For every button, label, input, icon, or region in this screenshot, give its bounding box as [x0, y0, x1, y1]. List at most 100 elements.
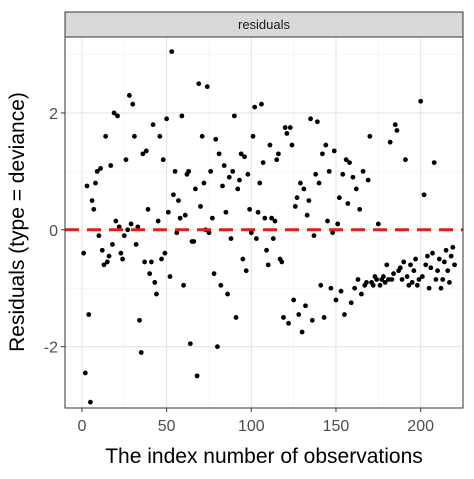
x-tick-label: 150: [323, 418, 350, 435]
data-point: [123, 157, 129, 163]
data-point: [364, 279, 369, 285]
data-point: [335, 221, 341, 227]
data-point: [182, 212, 188, 218]
data-point: [430, 250, 435, 256]
data-point: [220, 183, 225, 189]
data-point: [357, 206, 363, 212]
data-point: [272, 218, 278, 224]
data-point: [157, 133, 163, 139]
x-tick-label: 0: [77, 418, 86, 435]
data-point: [313, 171, 319, 177]
data-point: [298, 180, 303, 186]
facet-strip-label: residuals: [238, 17, 291, 32]
data-point: [159, 256, 164, 262]
data-point: [309, 317, 315, 323]
data-point: [110, 242, 115, 247]
data-point: [128, 221, 134, 227]
data-point: [406, 282, 412, 288]
data-point: [255, 209, 261, 215]
data-point: [248, 230, 254, 236]
data-point: [174, 230, 180, 236]
data-point: [416, 277, 422, 282]
data-point: [269, 215, 275, 221]
data-point: [365, 177, 371, 183]
data-point: [347, 160, 352, 166]
data-point: [225, 291, 230, 297]
data-point: [238, 151, 244, 157]
data-point: [84, 183, 90, 189]
data-point: [81, 250, 87, 256]
data-point: [431, 160, 437, 166]
data-point: [111, 110, 117, 116]
data-point: [169, 49, 175, 55]
x-axis-title: The index number of observations: [105, 445, 423, 468]
data-point: [355, 277, 361, 282]
data-point: [294, 195, 300, 201]
data-point: [106, 253, 112, 259]
data-point: [409, 279, 415, 285]
data-point: [299, 329, 305, 335]
data-point: [221, 163, 227, 168]
data-point: [120, 256, 125, 262]
data-point: [286, 320, 291, 326]
x-axis: 0 50 100 150 200: [77, 408, 434, 435]
data-point: [170, 192, 176, 198]
data-point: [338, 288, 344, 294]
data-point: [265, 262, 271, 268]
data-point: [230, 168, 236, 174]
data-point: [419, 274, 425, 279]
data-point: [436, 256, 442, 262]
data-point: [421, 192, 427, 198]
data-point: [164, 116, 170, 122]
data-point: [311, 233, 317, 239]
data-point: [308, 116, 313, 122]
data-point: [426, 285, 432, 291]
data-point: [348, 300, 354, 306]
data-point: [414, 282, 420, 288]
data-point: [245, 171, 251, 177]
data-point: [403, 157, 408, 163]
data-point: [428, 265, 434, 271]
data-point: [267, 142, 273, 148]
data-point: [98, 166, 103, 171]
data-point: [223, 209, 229, 215]
data-point: [408, 262, 413, 268]
data-point: [242, 154, 247, 160]
data-point: [382, 279, 388, 285]
data-point: [176, 198, 181, 203]
data-point: [392, 122, 398, 128]
data-point: [115, 113, 120, 119]
data-point: [433, 277, 439, 282]
data-point: [377, 282, 383, 288]
data-point: [216, 151, 222, 157]
data-point: [340, 171, 346, 177]
x-tick-label: 100: [238, 418, 265, 435]
data-point: [86, 312, 92, 317]
data-point: [320, 151, 325, 157]
data-point: [209, 215, 215, 221]
data-point: [411, 268, 417, 274]
data-point: [191, 239, 197, 244]
data-point: [435, 268, 440, 274]
data-point: [99, 247, 105, 253]
data-point: [208, 168, 214, 174]
plot-panel: [65, 37, 463, 408]
data-point: [440, 277, 446, 282]
facet-strip: [64, 11, 464, 38]
data-point: [165, 209, 171, 215]
data-point: [218, 282, 224, 288]
data-point: [162, 250, 168, 256]
data-point: [143, 148, 149, 154]
data-point: [104, 259, 110, 265]
data-point: [204, 84, 210, 90]
data-point: [445, 268, 451, 274]
data-point: [384, 262, 390, 268]
data-point: [96, 233, 102, 239]
data-point: [167, 274, 173, 279]
data-point: [233, 315, 239, 320]
data-point: [135, 224, 141, 230]
data-point: [145, 206, 151, 212]
data-point: [231, 113, 237, 119]
